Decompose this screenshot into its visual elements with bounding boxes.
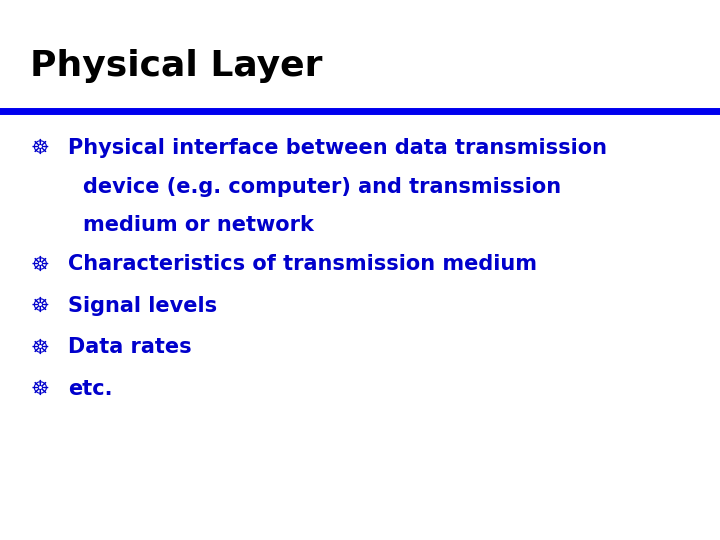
Text: ☸: ☸ [30, 379, 49, 399]
Text: Signal levels: Signal levels [68, 296, 217, 316]
Text: ☸: ☸ [30, 338, 49, 357]
Text: ☸: ☸ [30, 138, 49, 158]
Text: Data rates: Data rates [68, 338, 192, 357]
Text: ☸: ☸ [30, 254, 49, 274]
Text: Characteristics of transmission medium: Characteristics of transmission medium [68, 254, 537, 274]
Text: ☸: ☸ [30, 296, 49, 316]
Text: Physical Layer: Physical Layer [30, 49, 323, 83]
Text: device (e.g. computer) and transmission: device (e.g. computer) and transmission [83, 177, 561, 197]
Text: medium or network: medium or network [83, 215, 314, 235]
Text: etc.: etc. [68, 379, 113, 399]
Text: Physical interface between data transmission: Physical interface between data transmis… [68, 138, 608, 158]
